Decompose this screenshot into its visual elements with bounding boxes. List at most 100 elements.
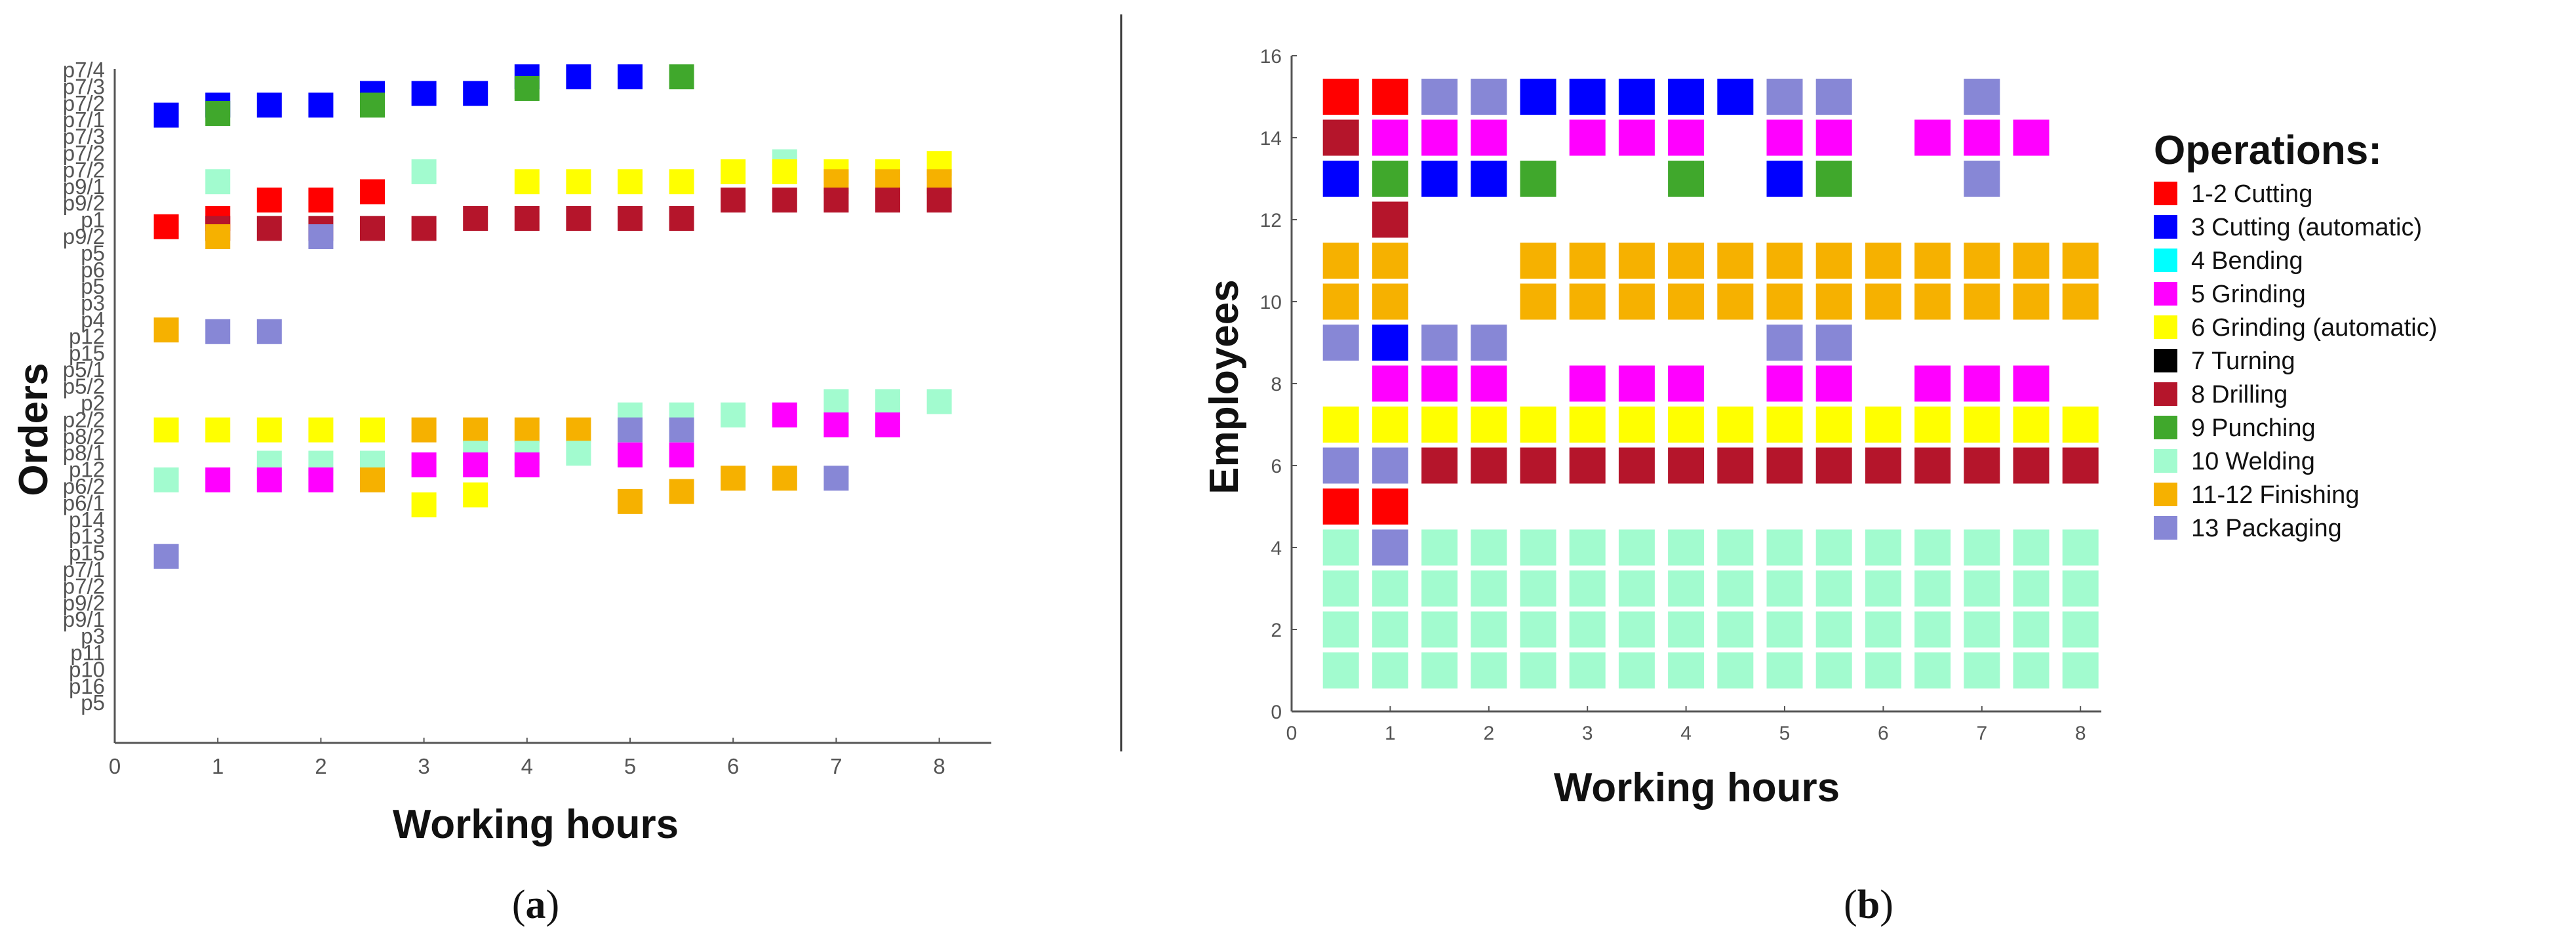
b-cell-op-5 — [1815, 365, 1852, 402]
b-cell-op-5 — [1618, 365, 1655, 402]
b-cell-op-10 — [1471, 529, 1507, 566]
a-caption: (a) — [512, 883, 559, 927]
b-cell-op-11-12 — [2062, 243, 2099, 279]
a-point-op-6 — [256, 417, 282, 443]
b-cell-op-5 — [1815, 119, 1852, 156]
b-cell-op-10 — [1471, 611, 1507, 648]
a-point-op-8 — [566, 206, 591, 231]
a-point-op-8 — [411, 216, 437, 241]
a-ytick-label: p7/1 — [63, 557, 105, 582]
b-ytick-label: 12 — [1260, 210, 1282, 231]
a-point-op-13 — [618, 417, 643, 443]
legend-number: 13 — [2191, 515, 2219, 542]
b-cell-op-10 — [1569, 529, 1606, 566]
b-cell-op-6 — [1471, 407, 1507, 443]
a-point-op-8 — [926, 188, 952, 213]
b-cell-op-11-12 — [1964, 243, 2000, 279]
b-cell-op-8 — [1569, 447, 1606, 484]
b-cell-op-8 — [1717, 447, 1754, 484]
b-cell-op-5 — [2013, 365, 2050, 402]
a-point-op-10 — [823, 389, 849, 414]
b-cell-op-13 — [1421, 79, 1458, 115]
b-ytick-label: 0 — [1271, 702, 1282, 723]
b-cell-op-8 — [2013, 447, 2050, 484]
a-point-op-13 — [669, 417, 694, 443]
a-ytick-label: p15 — [69, 541, 105, 565]
b-cell-op-11-12 — [1717, 283, 1754, 320]
b-ytick-label: 10 — [1260, 292, 1282, 313]
b-cells — [1322, 79, 2099, 688]
b-cell-op-5 — [1421, 365, 1458, 402]
legend-number: 5 — [2191, 281, 2205, 308]
legend-text: Bending — [2211, 247, 2303, 275]
a-ytick-label: p10 — [69, 657, 105, 681]
b-caption: (b) — [1844, 883, 1893, 927]
b-cell-op-10 — [1865, 529, 1901, 566]
b-cell-op-3 — [1421, 161, 1458, 197]
a-point-op-13 — [823, 466, 849, 491]
panel-a: p7/4p7/3p7/2p7/1p7/3p7/2p7/2p9/1p9/2p1p9… — [11, 58, 991, 927]
a-point-op-5 — [669, 442, 694, 468]
b-cell-op-13 — [1322, 447, 1359, 484]
a-ytick-label: p12 — [69, 324, 105, 348]
b-cell-op-11-12 — [1372, 283, 1408, 320]
b-cell-op-13 — [1964, 161, 2000, 197]
a-point-op-11-12 — [205, 224, 231, 249]
b-cell-op-3 — [1372, 325, 1408, 361]
b-cell-op-5 — [1914, 365, 1951, 402]
a-point-op-3 — [618, 64, 643, 90]
b-cell-op-13 — [1322, 325, 1359, 361]
a-point-op-5 — [823, 412, 849, 438]
b-cell-op-10 — [1668, 652, 1705, 688]
a-point-op-1-2 — [360, 179, 385, 205]
b-cell-op-6 — [1766, 407, 1803, 443]
a-ytick-label: p9/2 — [63, 591, 105, 615]
a-xtick-label: 0 — [109, 754, 121, 778]
b-xlabel: Working hours — [1554, 765, 1840, 810]
b-cell-op-10 — [1815, 652, 1852, 688]
b-cell-op-5 — [2013, 119, 2050, 156]
a-ytick-label: p5/1 — [63, 357, 105, 382]
a-ytick-label: p6/2 — [63, 474, 105, 498]
b-cell-op-10 — [2062, 570, 2099, 607]
b-cell-op-10 — [1372, 611, 1408, 648]
b-cell-op-10 — [1520, 611, 1556, 648]
legend-text: Grinding (automatic) — [2211, 314, 2437, 342]
b-cell-op-10 — [1766, 529, 1803, 566]
b-cell-op-8 — [1865, 447, 1901, 484]
legend-label: 5 Grinding — [2191, 281, 2306, 308]
b-cell-op-10 — [1322, 570, 1359, 607]
b-cell-op-10 — [1865, 611, 1901, 648]
a-point-op-13 — [153, 544, 179, 569]
b-cell-op-10 — [1964, 529, 2000, 566]
a-ytick-label: p6 — [81, 258, 105, 282]
legend-number: 3 — [2191, 214, 2205, 241]
b-cell-op-11-12 — [1914, 243, 1951, 279]
b-cell-op-10 — [1520, 570, 1556, 607]
b-cell-op-5 — [1569, 119, 1606, 156]
b-cell-op-11-12 — [1766, 283, 1803, 320]
b-cell-op-1-2 — [1372, 79, 1408, 115]
b-cell-op-10 — [1668, 570, 1705, 607]
a-ytick-label: p7/4 — [63, 58, 105, 82]
b-cell-op-6 — [1569, 407, 1606, 443]
a-point-op-10 — [411, 159, 437, 184]
a-point-op-5 — [411, 452, 437, 477]
legend-label: 4 Bending — [2191, 247, 2303, 275]
a-point-op-8 — [823, 188, 849, 213]
a-point-op-6 — [514, 169, 540, 195]
a-point-op-1-2 — [153, 214, 179, 239]
b-ytick-label: 6 — [1271, 456, 1282, 477]
legend-swatch-5 — [2154, 282, 2177, 306]
a-point-op-8 — [669, 206, 694, 231]
b-cell-op-11-12 — [1569, 283, 1606, 320]
b-cell-op-10 — [1520, 529, 1556, 566]
b-cell-op-5 — [1914, 119, 1951, 156]
legend-text: Turning — [2211, 348, 2295, 375]
b-cell-op-10 — [1766, 570, 1803, 607]
legend-text: Welding — [2225, 448, 2315, 475]
a-point-op-9 — [205, 101, 231, 127]
b-cell-op-13 — [1964, 79, 2000, 115]
